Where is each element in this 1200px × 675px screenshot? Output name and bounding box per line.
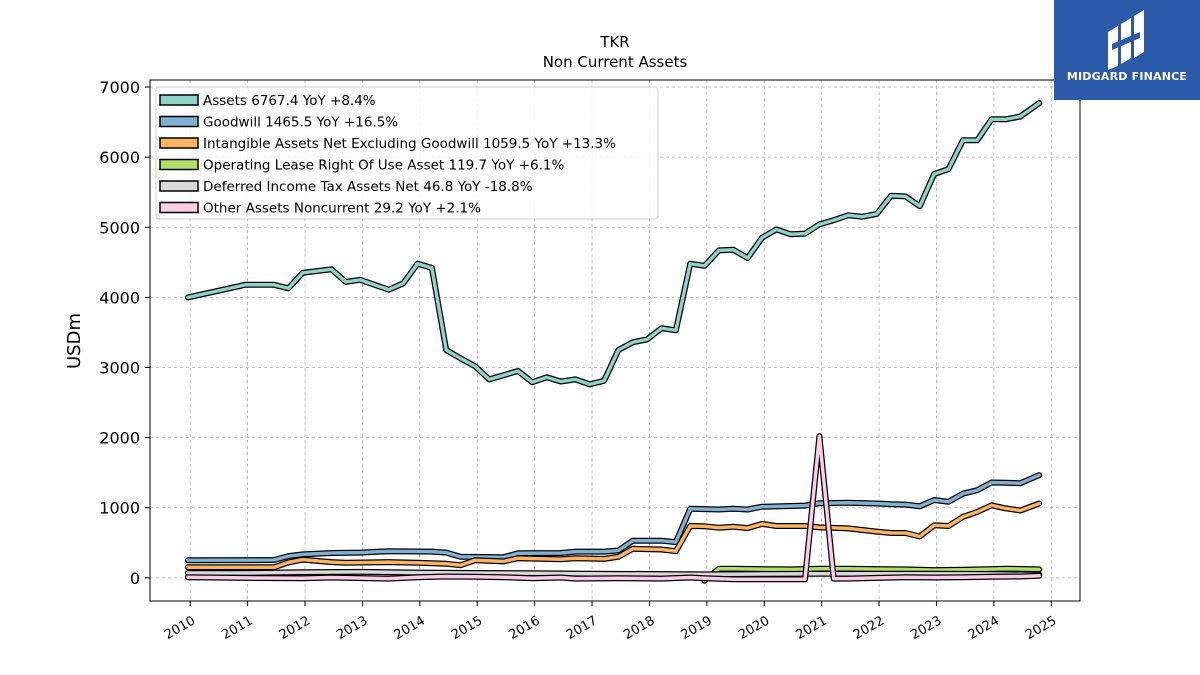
series-line-0 (186, 101, 1041, 387)
legend: Assets 6767.4 YoY +8.4% Goodwill 1465.5 Y… (155, 86, 659, 220)
legend-label: Assets 6767.4 YoY +8.4% (203, 93, 376, 109)
x-tick-label: 2018 (621, 613, 657, 643)
x-tick-label: 2011 (219, 613, 255, 643)
y-tick-label: 2000 (99, 429, 140, 448)
logo-text: MIDGARD FINANCE (1066, 70, 1188, 83)
legend-box (155, 86, 659, 220)
y-axis-label: USDm (64, 313, 85, 369)
x-tick-label: 2023 (908, 613, 944, 643)
series-lines (184, 100, 1043, 584)
x-tick-label: 2021 (794, 613, 830, 643)
y-tick-label: 6000 (99, 148, 140, 167)
legend-swatch (159, 94, 199, 106)
x-tick-label: 2024 (966, 613, 1002, 643)
series-line-5 (186, 434, 1041, 582)
x-tick-label: 2012 (277, 613, 313, 643)
chart-title: TKR (600, 33, 630, 51)
y-tick-label: 3000 (99, 358, 140, 377)
legend-label: Other Assets Noncurrent 29.2 YoY +2.1% (203, 201, 481, 217)
legend-swatch (159, 180, 199, 192)
x-tick-label: 2013 (334, 613, 370, 643)
legend-swatch (159, 201, 199, 214)
series-line-4 (186, 570, 1041, 577)
legend-label: Operating Lease Right Of Use Asset 119.7… (203, 158, 564, 174)
legend-label: Intangible Assets Net Excluding Goodwill… (203, 136, 616, 152)
midgard-logo-icon (1108, 10, 1144, 70)
legend-swatch (159, 158, 199, 171)
x-tick-label: 2022 (851, 613, 887, 643)
plot-frame (149, 79, 1081, 602)
y-tick-label: 5000 (99, 218, 140, 237)
chart-subtitle: Non Current Assets (542, 53, 688, 71)
y-tick-label: 0 (130, 569, 140, 588)
x-tick-label: 2017 (564, 613, 600, 643)
series-line-3 (702, 566, 1041, 583)
legend-swatch (159, 115, 199, 128)
series-line-1 (186, 473, 1041, 563)
x-tick-label: 2014 (392, 613, 428, 643)
legend-label: Goodwill 1465.5 YoY +16.5% (203, 115, 398, 131)
series-line-outline-1 (184, 472, 1043, 564)
x-tick-label: 2015 (449, 613, 485, 643)
legend-swatch (159, 137, 199, 149)
x-tick-label: 2010 (162, 613, 198, 643)
x-tick-label: 2020 (736, 613, 772, 643)
y-tick-label: 4000 (99, 288, 140, 307)
y-tick-label: 1000 (99, 499, 140, 518)
series-line-2 (186, 501, 1041, 570)
x-tick-label: 2019 (679, 613, 715, 643)
y-tick-label: 7000 (99, 78, 140, 97)
legend-label: Deferred Income Tax Assets Net 46.8 YoY … (203, 179, 533, 195)
x-tick-label: 2025 (1023, 613, 1059, 643)
x-tick-label: 2016 (506, 613, 542, 643)
brand-logo: MIDGARD FINANCE (1054, 0, 1200, 100)
